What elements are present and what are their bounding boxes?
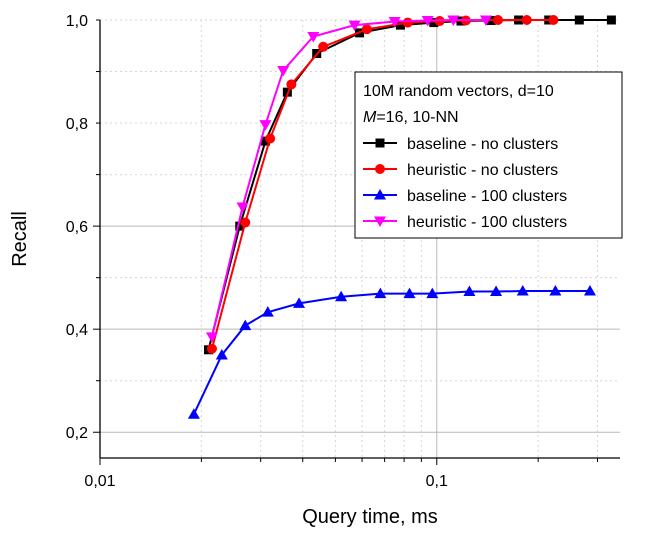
- data-point: [335, 290, 348, 302]
- data-point: [549, 285, 562, 296]
- legend-item: heuristic - 100 clusters: [363, 214, 567, 231]
- data-point: [261, 306, 274, 317]
- data-point: [583, 285, 596, 296]
- legend-swatch-marker: [374, 216, 386, 227]
- y-axis-title: Recall: [9, 211, 31, 267]
- series-4: [205, 15, 492, 343]
- data-point: [521, 15, 532, 25]
- data-point: [548, 15, 559, 25]
- data-point: [395, 20, 405, 30]
- legend-label: baseline - no clusters: [407, 136, 558, 153]
- data-point: [239, 319, 252, 331]
- legend-swatch-marker: [374, 189, 386, 200]
- data-point: [490, 285, 503, 297]
- legend-item: baseline - 100 clusters: [363, 188, 567, 205]
- x-tick-label: 0,1: [426, 473, 448, 490]
- data-point: [293, 297, 306, 308]
- legend-label: baseline - 100 clusters: [407, 188, 567, 205]
- y-tick-label: 0,8: [66, 116, 88, 133]
- y-tick-label: 1,0: [66, 13, 88, 30]
- data-point: [463, 285, 476, 297]
- legend-swatch-marker: [375, 164, 385, 174]
- data-point: [307, 31, 320, 43]
- data-point: [421, 16, 434, 27]
- data-point: [348, 20, 361, 32]
- data-point: [426, 287, 439, 299]
- y-tick-label: 0,2: [66, 425, 88, 442]
- y-tick-label: 0,6: [66, 219, 88, 236]
- series-line: [192, 290, 590, 415]
- data-point: [402, 17, 413, 28]
- data-point: [493, 15, 504, 25]
- data-point: [277, 65, 290, 77]
- data-point: [574, 15, 584, 25]
- series-line: [210, 19, 486, 338]
- series-3: [187, 285, 596, 419]
- data-point: [236, 202, 249, 214]
- data-point: [206, 343, 217, 354]
- legend-swatch-marker: [375, 138, 385, 148]
- data-point: [286, 79, 297, 90]
- data-point: [429, 18, 439, 28]
- data-point: [318, 41, 329, 52]
- y-tick-label: 0,4: [66, 322, 88, 339]
- legend-box: [354, 71, 623, 239]
- legend: 10M random vectors, d=10 M=16, 10-NN basel…: [354, 71, 623, 239]
- data-point: [447, 15, 460, 26]
- data-point: [235, 221, 245, 231]
- data-point: [265, 133, 276, 144]
- data-point: [361, 24, 372, 35]
- data-point: [516, 285, 529, 296]
- legend-item: heuristic - no clusters: [363, 162, 558, 179]
- legend-label: heuristic - 100 clusters: [407, 214, 567, 231]
- data-point: [260, 136, 270, 146]
- data-point: [215, 348, 228, 360]
- legend-title-line: M=16, 10-NN: [363, 109, 459, 126]
- x-tick-label: 0,01: [84, 473, 115, 490]
- legend-item: baseline - no clusters: [363, 136, 558, 153]
- data-point: [403, 287, 416, 299]
- legend-label: heuristic - no clusters: [407, 162, 558, 179]
- data-point: [374, 287, 387, 299]
- legend-title-line: 10M random vectors, d=10: [363, 83, 554, 100]
- data-point: [205, 332, 218, 343]
- data-point: [606, 15, 616, 25]
- data-point: [388, 17, 401, 28]
- series-2: [206, 15, 559, 354]
- data-point: [259, 120, 272, 131]
- data-point: [479, 15, 492, 26]
- data-point: [240, 217, 251, 228]
- data-point: [187, 408, 200, 419]
- x-axis-title: Query time, ms: [302, 506, 438, 528]
